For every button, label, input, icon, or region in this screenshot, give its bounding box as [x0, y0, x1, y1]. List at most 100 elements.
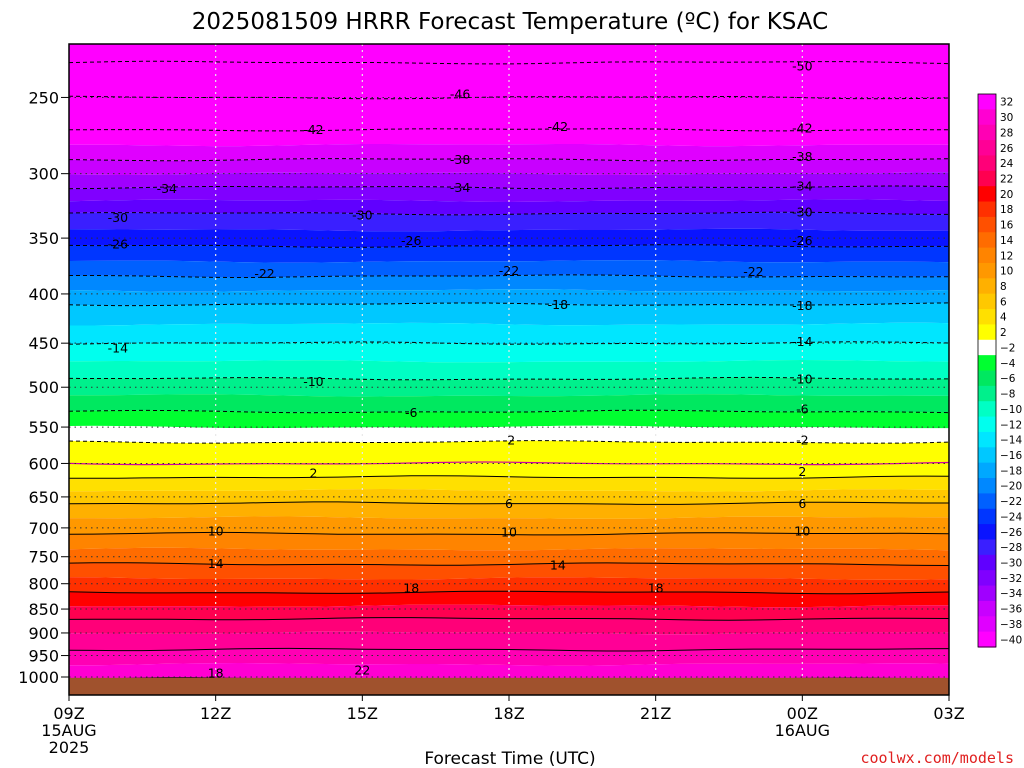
color-scale-swatch [978, 155, 996, 172]
y-tick-label: 400 [28, 285, 59, 304]
temperature-band [69, 604, 949, 621]
y-tick-label: 600 [28, 454, 59, 473]
color-scale-label: −20 [1000, 481, 1022, 493]
contour-label-text: 2 [309, 466, 317, 481]
color-scale-label: −30 [1000, 558, 1022, 570]
temperature-band [69, 617, 949, 635]
contour-label-text: 18 [208, 665, 224, 680]
contour-label: -50 [792, 59, 812, 74]
temperature-band [69, 158, 949, 175]
color-scale-swatch [978, 94, 996, 110]
contour-label: -30 [352, 207, 372, 222]
isotherm-line [69, 647, 949, 652]
credit-text: coolwx.com/models [860, 749, 1014, 767]
contour-label: -10 [792, 371, 812, 386]
color-scale-swatch [978, 447, 996, 464]
x-tick-label: 18Z [493, 704, 524, 723]
temperature-band [69, 591, 949, 608]
contour-label-text: -18 [548, 297, 568, 312]
color-scale-swatch [978, 539, 996, 556]
color-scale-label: 18 [1000, 204, 1013, 216]
color-scale-label: −8 [1000, 389, 1015, 401]
contour-label-text: -38 [450, 152, 470, 167]
temperature-band [69, 44, 949, 147]
color-scale-label: 16 [1000, 220, 1014, 232]
color-scale-label: 22 [1000, 174, 1013, 186]
color-scale-swatch [978, 339, 996, 356]
color-scale-swatch [978, 554, 996, 571]
color-scale-label: −6 [1000, 373, 1016, 385]
temperature-band [69, 212, 949, 232]
contour-label: -2 [796, 432, 808, 447]
contour-label-text: -50 [792, 59, 812, 74]
y-tick-label: 950 [28, 647, 59, 666]
contour-label-text: 22 [354, 662, 370, 677]
color-scale-label: −14 [1000, 435, 1022, 447]
y-tick-label: 550 [28, 418, 59, 437]
color-scale-label: −12 [1000, 419, 1022, 431]
color-scale-label: −34 [1000, 588, 1022, 600]
isotherm-line [69, 562, 949, 566]
y-tick-label: 500 [28, 378, 59, 397]
color-scale-swatch [978, 508, 996, 525]
contour-label: -30 [792, 205, 812, 220]
temperature-band [69, 394, 949, 413]
contour-label: -26 [401, 233, 421, 248]
contour-label-text: -10 [792, 371, 812, 386]
contour-label-text: 2 [798, 464, 806, 479]
contour-label-text: 18 [403, 580, 419, 595]
contour-label: -6 [405, 405, 418, 420]
color-scale-label: −36 [1000, 604, 1022, 616]
contour-label: 18 [208, 665, 224, 680]
temperature-band [69, 501, 949, 519]
color-scale-label: 6 [1000, 296, 1007, 308]
contour-label-text: 10 [501, 525, 517, 540]
contour-label-text: -26 [792, 233, 812, 248]
color-scale-swatch [978, 201, 996, 218]
temperature-band [69, 562, 949, 580]
x-tick-label: 21Z [640, 704, 671, 723]
contour-label: -42 [548, 119, 568, 134]
y-tick-label: 850 [28, 600, 59, 619]
temperature-band [69, 341, 949, 363]
contour-label-text: -14 [792, 334, 812, 349]
contour-label-text: -26 [401, 233, 421, 248]
color-scale-swatch [978, 431, 996, 448]
y-axis: 250 300 350 400 450 500 550 600 650 700 750 800 850 9… [18, 88, 69, 687]
contour-label: 18 [648, 580, 664, 595]
contour-label-text: -22 [743, 264, 763, 279]
y-tick-label: 750 [28, 548, 59, 567]
color-scale-swatch [978, 570, 996, 587]
contour-label: -14 [792, 334, 812, 349]
contour-label: 6 [505, 496, 513, 511]
contour-label-text: -10 [303, 374, 323, 389]
contour-label: -46 [450, 87, 470, 102]
y-tick-label: 450 [28, 334, 59, 353]
color-scale-label: −22 [1000, 496, 1022, 508]
contour-label-text: 10 [794, 523, 810, 538]
contour-label: -22 [499, 263, 519, 278]
color-scale-swatch [978, 216, 996, 233]
contour-label: -42 [303, 122, 323, 137]
contour-label-text: -46 [450, 87, 470, 102]
color-scale-label: 26 [1000, 143, 1014, 155]
color-scale-swatch [978, 401, 996, 418]
y-tick-label: 700 [28, 519, 59, 538]
y-tick-label: 900 [28, 624, 59, 643]
x-axis-label: Forecast Time (UTC) [424, 749, 595, 768]
temperature-band [69, 410, 949, 429]
color-scale-label: 10 [1000, 266, 1013, 278]
contour-label-text: -34 [792, 179, 812, 194]
color-scale-label: −40 [1000, 634, 1022, 646]
contour-label-text: 6 [505, 496, 513, 511]
color-scale-frame [977, 93, 997, 648]
contour-label-text: -34 [157, 181, 177, 196]
x-tick-label: 12Z [200, 704, 231, 723]
contour-label-text: -30 [108, 210, 128, 225]
color-scale-swatch [978, 170, 996, 187]
color-scale-swatch [978, 416, 996, 433]
contour-label: 14 [208, 556, 224, 571]
x-tick-label: 09Z [53, 704, 84, 723]
contour-label: -18 [548, 297, 568, 312]
